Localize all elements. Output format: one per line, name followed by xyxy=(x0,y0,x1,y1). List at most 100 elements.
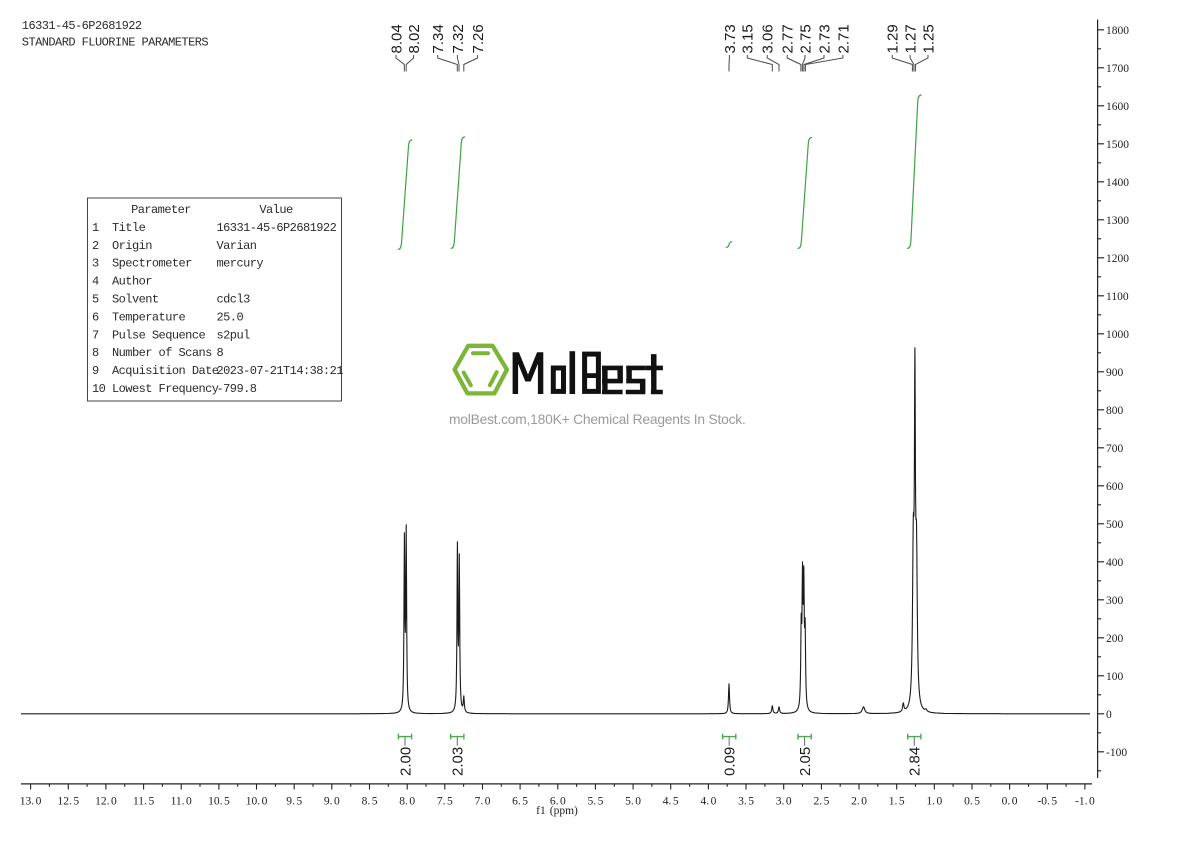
svg-text:Temperature: Temperature xyxy=(112,310,186,324)
svg-text:7.0: 7. 0 xyxy=(475,796,491,808)
svg-text:11.5: 11. 5 xyxy=(133,796,154,808)
svg-text:2.0: 2. 0 xyxy=(851,796,867,808)
svg-text:1: 1 xyxy=(92,221,99,235)
svg-text:1400: 1400 xyxy=(1106,177,1129,189)
svg-text:200: 200 xyxy=(1106,633,1124,645)
svg-text:1500: 1500 xyxy=(1106,139,1129,151)
svg-text:1.27: 1.27 xyxy=(903,24,920,53)
svg-text:7: 7 xyxy=(92,328,99,342)
svg-text:2.00: 2.00 xyxy=(397,747,414,776)
svg-text:1.0: 1. 0 xyxy=(926,796,942,808)
svg-text:100: 100 xyxy=(1106,671,1124,683)
svg-text:900: 900 xyxy=(1106,367,1124,379)
svg-text:Value: Value xyxy=(259,203,293,217)
svg-text:Author: Author xyxy=(112,275,152,289)
svg-text:0.0: 0. 0 xyxy=(1002,796,1018,808)
svg-text:0: 0 xyxy=(1106,709,1112,721)
svg-text:2.75: 2.75 xyxy=(797,24,814,53)
svg-text:s2pul: s2pul xyxy=(217,328,251,342)
svg-text:0.09: 0.09 xyxy=(722,747,739,776)
svg-text:3.0: 3. 0 xyxy=(776,796,792,808)
svg-text:2.03: 2.03 xyxy=(450,747,467,776)
svg-text:2.73: 2.73 xyxy=(816,24,833,53)
svg-text:1000: 1000 xyxy=(1106,329,1129,341)
svg-text:-1.0: -1. 0 xyxy=(1075,796,1095,808)
svg-text:10: 10 xyxy=(92,382,106,396)
svg-text:-799.8: -799.8 xyxy=(217,382,257,396)
svg-text:8.02: 8.02 xyxy=(406,24,423,53)
svg-text:1200: 1200 xyxy=(1106,253,1129,265)
svg-text:5.0: 5. 0 xyxy=(625,796,641,808)
svg-text:3.06: 3.06 xyxy=(760,24,777,53)
svg-text:10.5: 10. 5 xyxy=(208,796,230,808)
svg-text:800: 800 xyxy=(1106,405,1124,417)
svg-text:molBest.com,180K+ Chemical Rea: molBest.com,180K+ Chemical Reagents In S… xyxy=(449,412,746,427)
svg-text:9.5: 9. 5 xyxy=(286,796,302,808)
svg-text:1300: 1300 xyxy=(1106,215,1129,227)
svg-text:3.5: 3. 5 xyxy=(738,796,754,808)
svg-text:0.5: 0. 5 xyxy=(964,796,980,808)
svg-text:2023-07-21T14:38:21: 2023-07-21T14:38:21 xyxy=(217,364,344,378)
svg-text:2.71: 2.71 xyxy=(835,24,852,53)
svg-text:6: 6 xyxy=(92,310,99,324)
svg-text:1600: 1600 xyxy=(1106,101,1129,113)
svg-text:Acquisition Date: Acquisition Date xyxy=(112,364,219,378)
svg-text:f1(ppm): f1 (ppm) xyxy=(536,805,578,817)
svg-text:cdcl3: cdcl3 xyxy=(217,293,251,307)
svg-text:12.0: 12. 0 xyxy=(95,796,117,808)
svg-text:8.5: 8. 5 xyxy=(362,796,378,808)
svg-text:Spectrometer: Spectrometer xyxy=(112,257,192,271)
svg-text:5.5: 5. 5 xyxy=(587,796,603,808)
svg-text:6.5: 6. 5 xyxy=(512,796,528,808)
svg-text:10.0: 10. 0 xyxy=(246,796,268,808)
svg-text:4.5: 4. 5 xyxy=(663,796,679,808)
svg-text:8.04: 8.04 xyxy=(388,24,405,53)
svg-text:Pulse Sequence: Pulse Sequence xyxy=(112,328,205,342)
svg-text:25.0: 25.0 xyxy=(217,310,244,324)
svg-text:STANDARD FLUORINE PARAMETERS: STANDARD FLUORINE PARAMETERS xyxy=(22,36,209,50)
svg-text:Varian: Varian xyxy=(217,239,257,253)
svg-text:Solvent: Solvent xyxy=(112,293,159,307)
svg-text:1700: 1700 xyxy=(1106,63,1129,75)
svg-text:Origin: Origin xyxy=(112,239,152,253)
svg-text:3: 3 xyxy=(92,257,99,271)
svg-text:500: 500 xyxy=(1106,519,1124,531)
svg-text:7.32: 7.32 xyxy=(450,24,467,53)
svg-text:8: 8 xyxy=(217,346,224,360)
svg-text:-100: -100 xyxy=(1106,747,1127,759)
svg-text:16331-45-6P2681922: 16331-45-6P2681922 xyxy=(22,19,142,33)
svg-text:8: 8 xyxy=(92,346,99,360)
svg-text:mercury: mercury xyxy=(217,257,264,271)
svg-text:1800: 1800 xyxy=(1106,25,1129,37)
svg-text:5: 5 xyxy=(92,293,99,307)
svg-text:400: 400 xyxy=(1106,557,1124,569)
svg-text:2.5: 2. 5 xyxy=(813,796,829,808)
svg-text:7.34: 7.34 xyxy=(430,24,447,53)
svg-text:9: 9 xyxy=(92,364,99,378)
svg-text:3.15: 3.15 xyxy=(740,24,757,53)
svg-text:600: 600 xyxy=(1106,481,1124,493)
svg-text:7.26: 7.26 xyxy=(470,24,487,53)
svg-text:Lowest Frequency: Lowest Frequency xyxy=(112,382,219,396)
svg-text:1100: 1100 xyxy=(1106,291,1129,303)
svg-text:12.5: 12. 5 xyxy=(57,796,79,808)
svg-text:Title: Title xyxy=(112,221,146,235)
svg-text:-0.5: -0. 5 xyxy=(1037,796,1057,808)
svg-text:11.0: 11. 0 xyxy=(171,796,192,808)
svg-text:2: 2 xyxy=(92,239,99,253)
svg-text:1.5: 1. 5 xyxy=(889,796,905,808)
svg-text:13.0: 13.0 xyxy=(20,796,42,808)
svg-text:300: 300 xyxy=(1106,595,1124,607)
svg-text:2.84: 2.84 xyxy=(907,747,924,776)
svg-text:2.05: 2.05 xyxy=(797,747,814,776)
svg-text:700: 700 xyxy=(1106,443,1124,455)
svg-text:1.25: 1.25 xyxy=(920,24,937,53)
svg-text:4.0: 4. 0 xyxy=(700,796,716,808)
svg-text:16331-45-6P2681922: 16331-45-6P2681922 xyxy=(217,221,337,235)
svg-text:6.0: 6. 0 xyxy=(550,796,566,808)
svg-text:Parameter: Parameter xyxy=(131,203,191,217)
svg-text:3.73: 3.73 xyxy=(722,24,739,53)
svg-text:4: 4 xyxy=(92,275,99,289)
svg-text:9.0: 9. 0 xyxy=(324,796,340,808)
svg-text:2.77: 2.77 xyxy=(780,24,797,53)
